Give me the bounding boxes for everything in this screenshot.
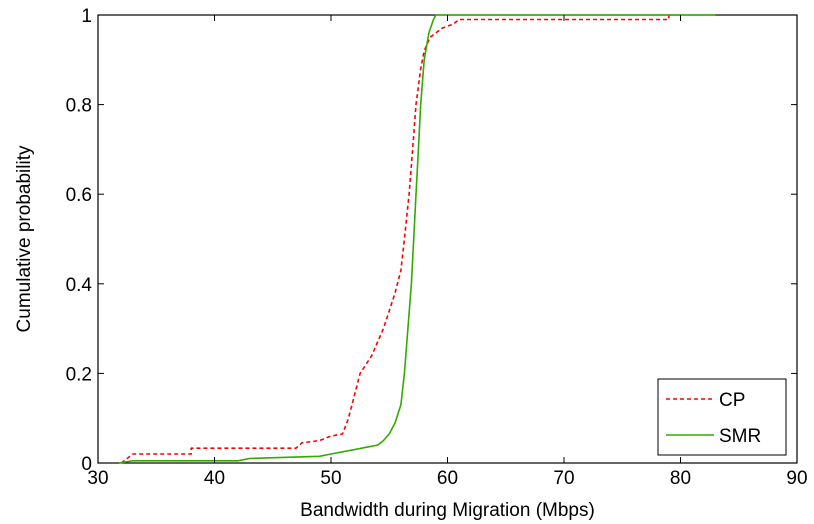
y-tick-label: 0.4 — [66, 275, 93, 296]
x-tick-label: 70 — [553, 468, 574, 489]
x-tick-label: 30 — [87, 468, 108, 489]
x-tick-label: 60 — [437, 468, 458, 489]
legend-label-cp: CP — [719, 390, 745, 411]
x-tick-label: 90 — [786, 468, 807, 489]
x-tick-label: 50 — [320, 468, 341, 489]
x-tick-label: 40 — [204, 468, 225, 489]
legend-box — [657, 378, 787, 456]
y-tick-label: 0.8 — [66, 96, 92, 117]
y-tick-label: 1 — [81, 6, 92, 27]
legend: CP SMR — [657, 378, 787, 456]
axis-ticks: 30 40 50 60 70 80 90 0 0.2 0.4 0.6 0.8 1 — [66, 6, 808, 489]
y-axis-title: Cumulative probability — [14, 145, 35, 332]
y-tick-label: 0 — [81, 454, 92, 475]
series-line-cp — [120, 15, 670, 464]
y-tick-label: 0.6 — [66, 185, 92, 206]
series-line-smr — [118, 14, 716, 464]
y-tick-label: 0.2 — [66, 364, 92, 385]
x-tick-label: 80 — [670, 468, 691, 489]
legend-label-smr: SMR — [719, 426, 761, 447]
x-axis-title: Bandwidth during Migration (Mbps) — [300, 500, 595, 521]
